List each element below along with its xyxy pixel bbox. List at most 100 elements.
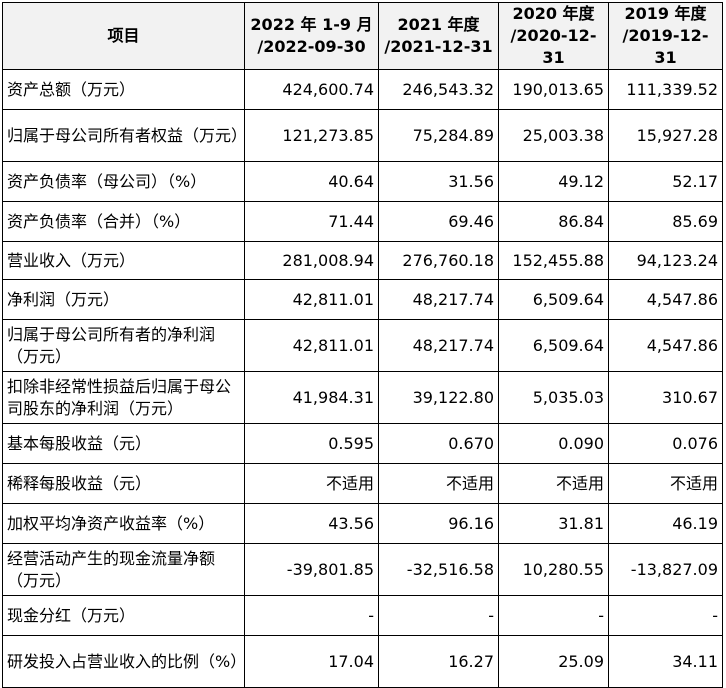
row-label: 归属于母公司所有者的净利润（万元） <box>2 319 245 372</box>
cell-value: 46.19 <box>608 503 723 544</box>
header-period: 2022 年 1-9 月 <box>250 15 373 34</box>
row-label: 资产负债率（合并）（%） <box>2 201 245 242</box>
cell-value: 0.595 <box>244 423 379 464</box>
cell-value: 121,273.85 <box>244 109 379 162</box>
table-row: 归属于母公司所有者权益（万元） 121,273.85 75,284.89 25,003… <box>2 109 723 162</box>
cell-value: 6,509.64 <box>498 279 609 320</box>
cell-value: 16.27 <box>378 635 499 688</box>
cell-value: 31.56 <box>378 161 499 202</box>
cell-value: 276,760.18 <box>378 241 499 280</box>
cell-value: 86.84 <box>498 201 609 242</box>
cell-value: 10,280.55 <box>498 543 609 596</box>
table-row: 现金分红（万元） - - - - <box>2 595 723 636</box>
cell-value: 96.16 <box>378 503 499 544</box>
cell-value: 不适用 <box>378 463 499 504</box>
header-period: 2021 年度 <box>397 15 480 34</box>
cell-value: 41,984.31 <box>244 371 379 424</box>
cell-value: 4,547.86 <box>608 319 723 372</box>
table-row: 资产负债率（合并）（%） 71.44 69.46 86.84 85.69 <box>2 201 723 242</box>
header-cell: 2020 年度/2020-12-31 <box>498 2 609 70</box>
header-date: /2019-12-31 <box>622 26 709 67</box>
cell-value: -39,801.85 <box>244 543 379 596</box>
header-cell: 2021 年度/2021-12-31 <box>378 2 499 70</box>
cell-value: - <box>608 595 723 636</box>
header-period: 2020 年度 <box>512 4 595 23</box>
table-row: 经营活动产生的现金流量净额（万元） -39,801.85 -32,516.58 10,… <box>2 543 723 596</box>
header-cell: 项目 <box>2 2 245 70</box>
table-row: 扣除非经常性损益后归属于母公司股东的净利润（万元） 41,984.31 39,122… <box>2 371 723 424</box>
row-label: 现金分红（万元） <box>2 595 245 636</box>
header-cell: 2022 年 1-9 月/2022-09-30 <box>244 2 379 70</box>
cell-value: 71.44 <box>244 201 379 242</box>
cell-value: 40.64 <box>244 161 379 202</box>
cell-value: 42,811.01 <box>244 279 379 320</box>
header-date: /2021-12-31 <box>384 37 493 56</box>
cell-value: 246,543.32 <box>378 69 499 110</box>
row-label: 净利润（万元） <box>2 279 245 320</box>
cell-value: 31.81 <box>498 503 609 544</box>
cell-value: 85.69 <box>608 201 723 242</box>
table-row: 基本每股收益（元） 0.595 0.670 0.090 0.076 <box>2 423 723 464</box>
cell-value: 48,217.74 <box>378 279 499 320</box>
cell-value: 25,003.38 <box>498 109 609 162</box>
cell-value: 190,013.65 <box>498 69 609 110</box>
table-row: 净利润（万元） 42,811.01 48,217.74 6,509.64 4,547.8… <box>2 279 723 320</box>
cell-value: 42,811.01 <box>244 319 379 372</box>
cell-value: 39,122.80 <box>378 371 499 424</box>
table-row: 加权平均净资产收益率（%） 43.56 96.16 31.81 46.19 <box>2 503 723 544</box>
row-label: 归属于母公司所有者权益（万元） <box>2 109 247 162</box>
cell-value: -13,827.09 <box>608 543 723 596</box>
cell-value: 不适用 <box>498 463 609 504</box>
cell-value: 5,035.03 <box>498 371 609 424</box>
table-row: 研发投入占营业收入的比例（%） 17.04 16.27 25.09 34.11 <box>2 635 723 688</box>
cell-value: - <box>378 595 499 636</box>
row-label: 研发投入占营业收入的比例（%） <box>2 635 246 688</box>
cell-value: 4,547.86 <box>608 279 723 320</box>
cell-value: 310.67 <box>608 371 723 424</box>
header-row: 项目 2022 年 1-9 月/2022-09-30 2021 年度/2021-1… <box>2 2 723 70</box>
cell-value: 25.09 <box>498 635 609 688</box>
cell-value: 52.17 <box>608 161 723 202</box>
row-label: 营业收入（万元） <box>2 241 245 280</box>
cell-value: 75,284.89 <box>378 109 499 162</box>
row-label: 基本每股收益（元） <box>2 423 245 464</box>
cell-value: 17.04 <box>244 635 379 688</box>
cell-value: 不适用 <box>244 463 379 504</box>
row-label: 扣除非经常性损益后归属于母公司股东的净利润（万元） <box>2 371 245 424</box>
cell-value: 0.670 <box>378 423 499 464</box>
cell-value: - <box>244 595 379 636</box>
table-row: 资产总额（万元） 424,600.74 246,543.32 190,013.65 11… <box>2 69 723 110</box>
table-row: 营业收入（万元） 281,008.94 276,760.18 152,455.88 94… <box>2 241 723 280</box>
cell-value: 152,455.88 <box>498 241 609 280</box>
cell-value: 281,008.94 <box>244 241 379 280</box>
row-label: 加权平均净资产收益率（%） <box>2 503 245 544</box>
row-label: 经营活动产生的现金流量净额（万元） <box>2 543 245 596</box>
cell-value: 424,600.74 <box>244 69 379 110</box>
cell-value: 43.56 <box>244 503 379 544</box>
cell-value: 15,927.28 <box>608 109 723 162</box>
table-row: 稀释每股收益（元） 不适用 不适用 不适用 不适用 <box>2 463 723 504</box>
cell-value: 不适用 <box>608 463 723 504</box>
row-label: 资产总额（万元） <box>2 69 245 110</box>
header-date: /2022-09-30 <box>257 37 366 56</box>
header-period: 2019 年度 <box>624 4 707 23</box>
cell-value: 34.11 <box>608 635 723 688</box>
cell-value: - <box>498 595 609 636</box>
cell-value: 0.090 <box>498 423 609 464</box>
cell-value: 6,509.64 <box>498 319 609 372</box>
table-row: 资产负债率（母公司）（%） 40.64 31.56 49.12 52.17 <box>2 161 723 202</box>
cell-value: 94,123.24 <box>608 241 723 280</box>
cell-value: -32,516.58 <box>378 543 499 596</box>
cell-value: 49.12 <box>498 161 609 202</box>
header-cell: 2019 年度/2019-12-31 <box>608 2 723 70</box>
cell-value: 0.076 <box>608 423 723 464</box>
row-label: 资产负债率（母公司）（%） <box>2 161 245 202</box>
cell-value: 111,339.52 <box>608 69 723 110</box>
table-row: 归属于母公司所有者的净利润（万元） 42,811.01 48,217.74 6,509… <box>2 319 723 372</box>
header-date: /2020-12-31 <box>510 26 597 67</box>
row-label: 稀释每股收益（元） <box>2 463 245 504</box>
cell-value: 69.46 <box>378 201 499 242</box>
cell-value: 48,217.74 <box>378 319 499 372</box>
